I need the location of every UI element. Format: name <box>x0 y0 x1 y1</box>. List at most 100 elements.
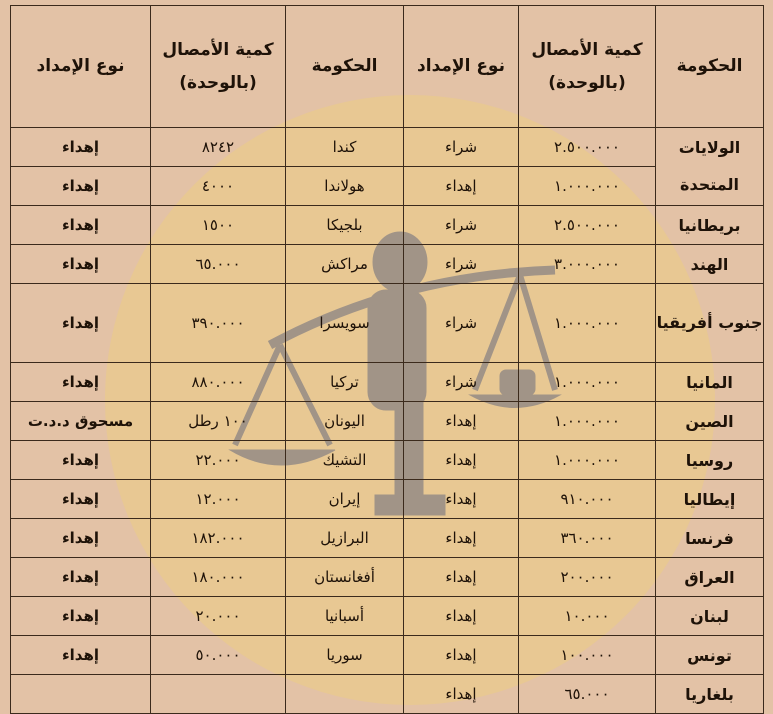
table-row: إيطاليا ٩١٠.٠٠٠ إهداء إيران ١٢.٠٠٠ إهداء <box>10 479 764 519</box>
supply-type-cell: إهداء <box>10 557 151 597</box>
quantity-cell: ٢.٥٠٠.٠٠٠ <box>518 127 656 167</box>
table-row: المانيا ١.٠٠٠.٠٠٠ شراء تركيا ٨٨٠.٠٠٠ إهداء <box>10 362 764 402</box>
government-cell: كندا <box>285 127 404 167</box>
header-row: الحكومة كمية الأمصال (بالوحدة) نوع الإمد… <box>10 5 764 128</box>
table-row: لبنان ١٠.٠٠٠ إهداء أسبانيا ٢٠.٠٠٠ إهداء <box>10 596 764 636</box>
header-serum-quantity: كمية الأمصال (بالوحدة) <box>518 5 656 128</box>
quantity-cell: ٣٦٠.٠٠٠ <box>518 518 656 558</box>
government-cell: البرازيل <box>285 518 404 558</box>
supply-type-cell: إهداء <box>403 635 519 675</box>
government-cell: تونس <box>655 635 764 675</box>
supply-type-cell: إهداء <box>10 127 151 167</box>
quantity-cell: ٢٠٠.٠٠٠ <box>518 557 656 597</box>
supply-type-cell: إهداء <box>403 557 519 597</box>
quantity-cell: ١٠٠.٠٠٠ <box>518 635 656 675</box>
government-cell: التشيك <box>285 440 404 480</box>
quantity-cell: ١٠٠ رطل <box>150 401 286 441</box>
quantity-cell: ١٢.٠٠٠ <box>150 479 286 519</box>
government-cell: روسيا <box>655 440 764 480</box>
supply-type-cell: إهداء <box>10 518 151 558</box>
quantity-cell: ٣.٠٠٠.٠٠٠ <box>518 244 656 284</box>
government-cell: الصين <box>655 401 764 441</box>
quantity-cell: ١٨٢.٠٠٠ <box>150 518 286 558</box>
quantity-cell: ٣٩٠.٠٠٠ <box>150 283 286 363</box>
supply-type-cell: شراء <box>403 205 519 245</box>
supply-type-cell: شراء <box>403 362 519 402</box>
supply-type-cell: شراء <box>403 244 519 284</box>
government-cell: لبنان <box>655 596 764 636</box>
table-row: الصين ١.٠٠٠.٠٠٠ إهداء اليونان ١٠٠ رطل مسحوق د… <box>10 401 764 441</box>
table-row: ١.٠٠٠.٠٠٠ إهداء هولاندا ٤٠٠٠ إهداء <box>10 166 764 206</box>
supply-type-cell: إهداء <box>403 518 519 558</box>
quantity-cell: ٤٠٠٠ <box>150 166 286 206</box>
government-cell: مراكش <box>285 244 404 284</box>
supply-type-cell: شراء <box>403 127 519 167</box>
supply-type-cell: إهداء <box>10 244 151 284</box>
government-cell: الهند <box>655 244 764 284</box>
table-row: جنوب أفريقيا ١.٠٠٠.٠٠٠ شراء سويسرا ٣٩٠.٠٠٠ إه… <box>10 283 764 363</box>
government-cell: الولايات المتحدة <box>655 127 764 206</box>
table-row: تونس ١٠٠.٠٠٠ إهداء سوريا ٥٠.٠٠٠ إهداء <box>10 635 764 675</box>
supply-type-cell: إهداء <box>10 635 151 675</box>
quantity-cell: ١٠.٠٠٠ <box>518 596 656 636</box>
government-cell: سويسرا <box>285 283 404 363</box>
table-body: الولايات المتحدة ٢.٥٠٠.٠٠٠ شراء كندا ٨٢٤٢ إهد… <box>10 127 764 714</box>
quantity-cell <box>150 674 286 714</box>
table-row: الهند ٣.٠٠٠.٠٠٠ شراء مراكش ٦٥.٠٠٠ إهداء <box>10 244 764 284</box>
quantity-cell: ٦٥.٠٠٠ <box>518 674 656 714</box>
supply-type-cell: إهداء <box>403 674 519 714</box>
table-row: روسيا ١.٠٠٠.٠٠٠ إهداء التشيك ٢٢.٠٠٠ إهداء <box>10 440 764 480</box>
quantity-cell: ١.٠٠٠.٠٠٠ <box>518 440 656 480</box>
quantity-cell: ١٥٠٠ <box>150 205 286 245</box>
quantity-cell: ١.٠٠٠.٠٠٠ <box>518 362 656 402</box>
table-row: فرنسا ٣٦٠.٠٠٠ إهداء البرازيل ١٨٢.٠٠٠ إهداء <box>10 518 764 558</box>
government-cell: المانيا <box>655 362 764 402</box>
supply-type-cell: مسحوق د.د.ت <box>10 401 151 441</box>
quantity-cell: ٢٠.٠٠٠ <box>150 596 286 636</box>
government-cell: بلجيكا <box>285 205 404 245</box>
government-cell: اليونان <box>285 401 404 441</box>
supply-type-cell: إهداء <box>10 596 151 636</box>
supply-type-cell: إهداء <box>403 596 519 636</box>
quantity-cell: ٥٠.٠٠٠ <box>150 635 286 675</box>
government-cell: أفغانستان <box>285 557 404 597</box>
supply-type-cell: إهداء <box>10 362 151 402</box>
supply-type-cell: إهداء <box>403 440 519 480</box>
table-row: بريطانيا ٢.٥٠٠.٠٠٠ شراء بلجيكا ١٥٠٠ إهداء <box>10 205 764 245</box>
quantity-cell: ١.٠٠٠.٠٠٠ <box>518 401 656 441</box>
supply-type-cell: إهداء <box>10 205 151 245</box>
government-cell: بلغاريا <box>655 674 764 714</box>
supply-type-cell: شراء <box>403 283 519 363</box>
supply-type-cell <box>10 674 151 714</box>
government-cell: إيران <box>285 479 404 519</box>
supply-type-cell: إهداء <box>10 479 151 519</box>
quantity-cell: ٢٢.٠٠٠ <box>150 440 286 480</box>
government-cell: إيطاليا <box>655 479 764 519</box>
quantity-cell: ٨٢٤٢ <box>150 127 286 167</box>
supply-type-cell: إهداء <box>403 401 519 441</box>
quantity-cell: ٦٥.٠٠٠ <box>150 244 286 284</box>
government-cell: جنوب أفريقيا <box>655 283 764 363</box>
quantity-cell: ١٨٠.٠٠٠ <box>150 557 286 597</box>
table-row: العراق ٢٠٠.٠٠٠ إهداء أفغانستان ١٨٠.٠٠٠ إهداء <box>10 557 764 597</box>
government-cell: هولاندا <box>285 166 404 206</box>
quantity-cell: ٩١٠.٠٠٠ <box>518 479 656 519</box>
government-cell: فرنسا <box>655 518 764 558</box>
header-government: الحكومة <box>285 5 404 128</box>
table-row: الولايات المتحدة ٢.٥٠٠.٠٠٠ شراء كندا ٨٢٤٢ إهد… <box>10 127 764 206</box>
government-cell: سوريا <box>285 635 404 675</box>
table-row: بلغاريا ٦٥.٠٠٠ إهداء <box>10 674 764 714</box>
quantity-cell: ٢.٥٠٠.٠٠٠ <box>518 205 656 245</box>
government-cell: أسبانيا <box>285 596 404 636</box>
government-cell: العراق <box>655 557 764 597</box>
government-cell: بريطانيا <box>655 205 764 245</box>
government-cell <box>285 674 404 714</box>
quantity-cell: ١.٠٠٠.٠٠٠ <box>518 283 656 363</box>
supply-type-cell: إهداء <box>403 479 519 519</box>
quantity-cell: ١.٠٠٠.٠٠٠ <box>518 166 656 206</box>
header-serum-quantity: كمية الأمصال (بالوحدة) <box>150 5 286 128</box>
supply-type-cell: إهداء <box>10 166 151 206</box>
header-supply-type: نوع الإمداد <box>403 5 519 128</box>
supply-type-cell: إهداء <box>10 440 151 480</box>
quantity-cell: ٨٨٠.٠٠٠ <box>150 362 286 402</box>
